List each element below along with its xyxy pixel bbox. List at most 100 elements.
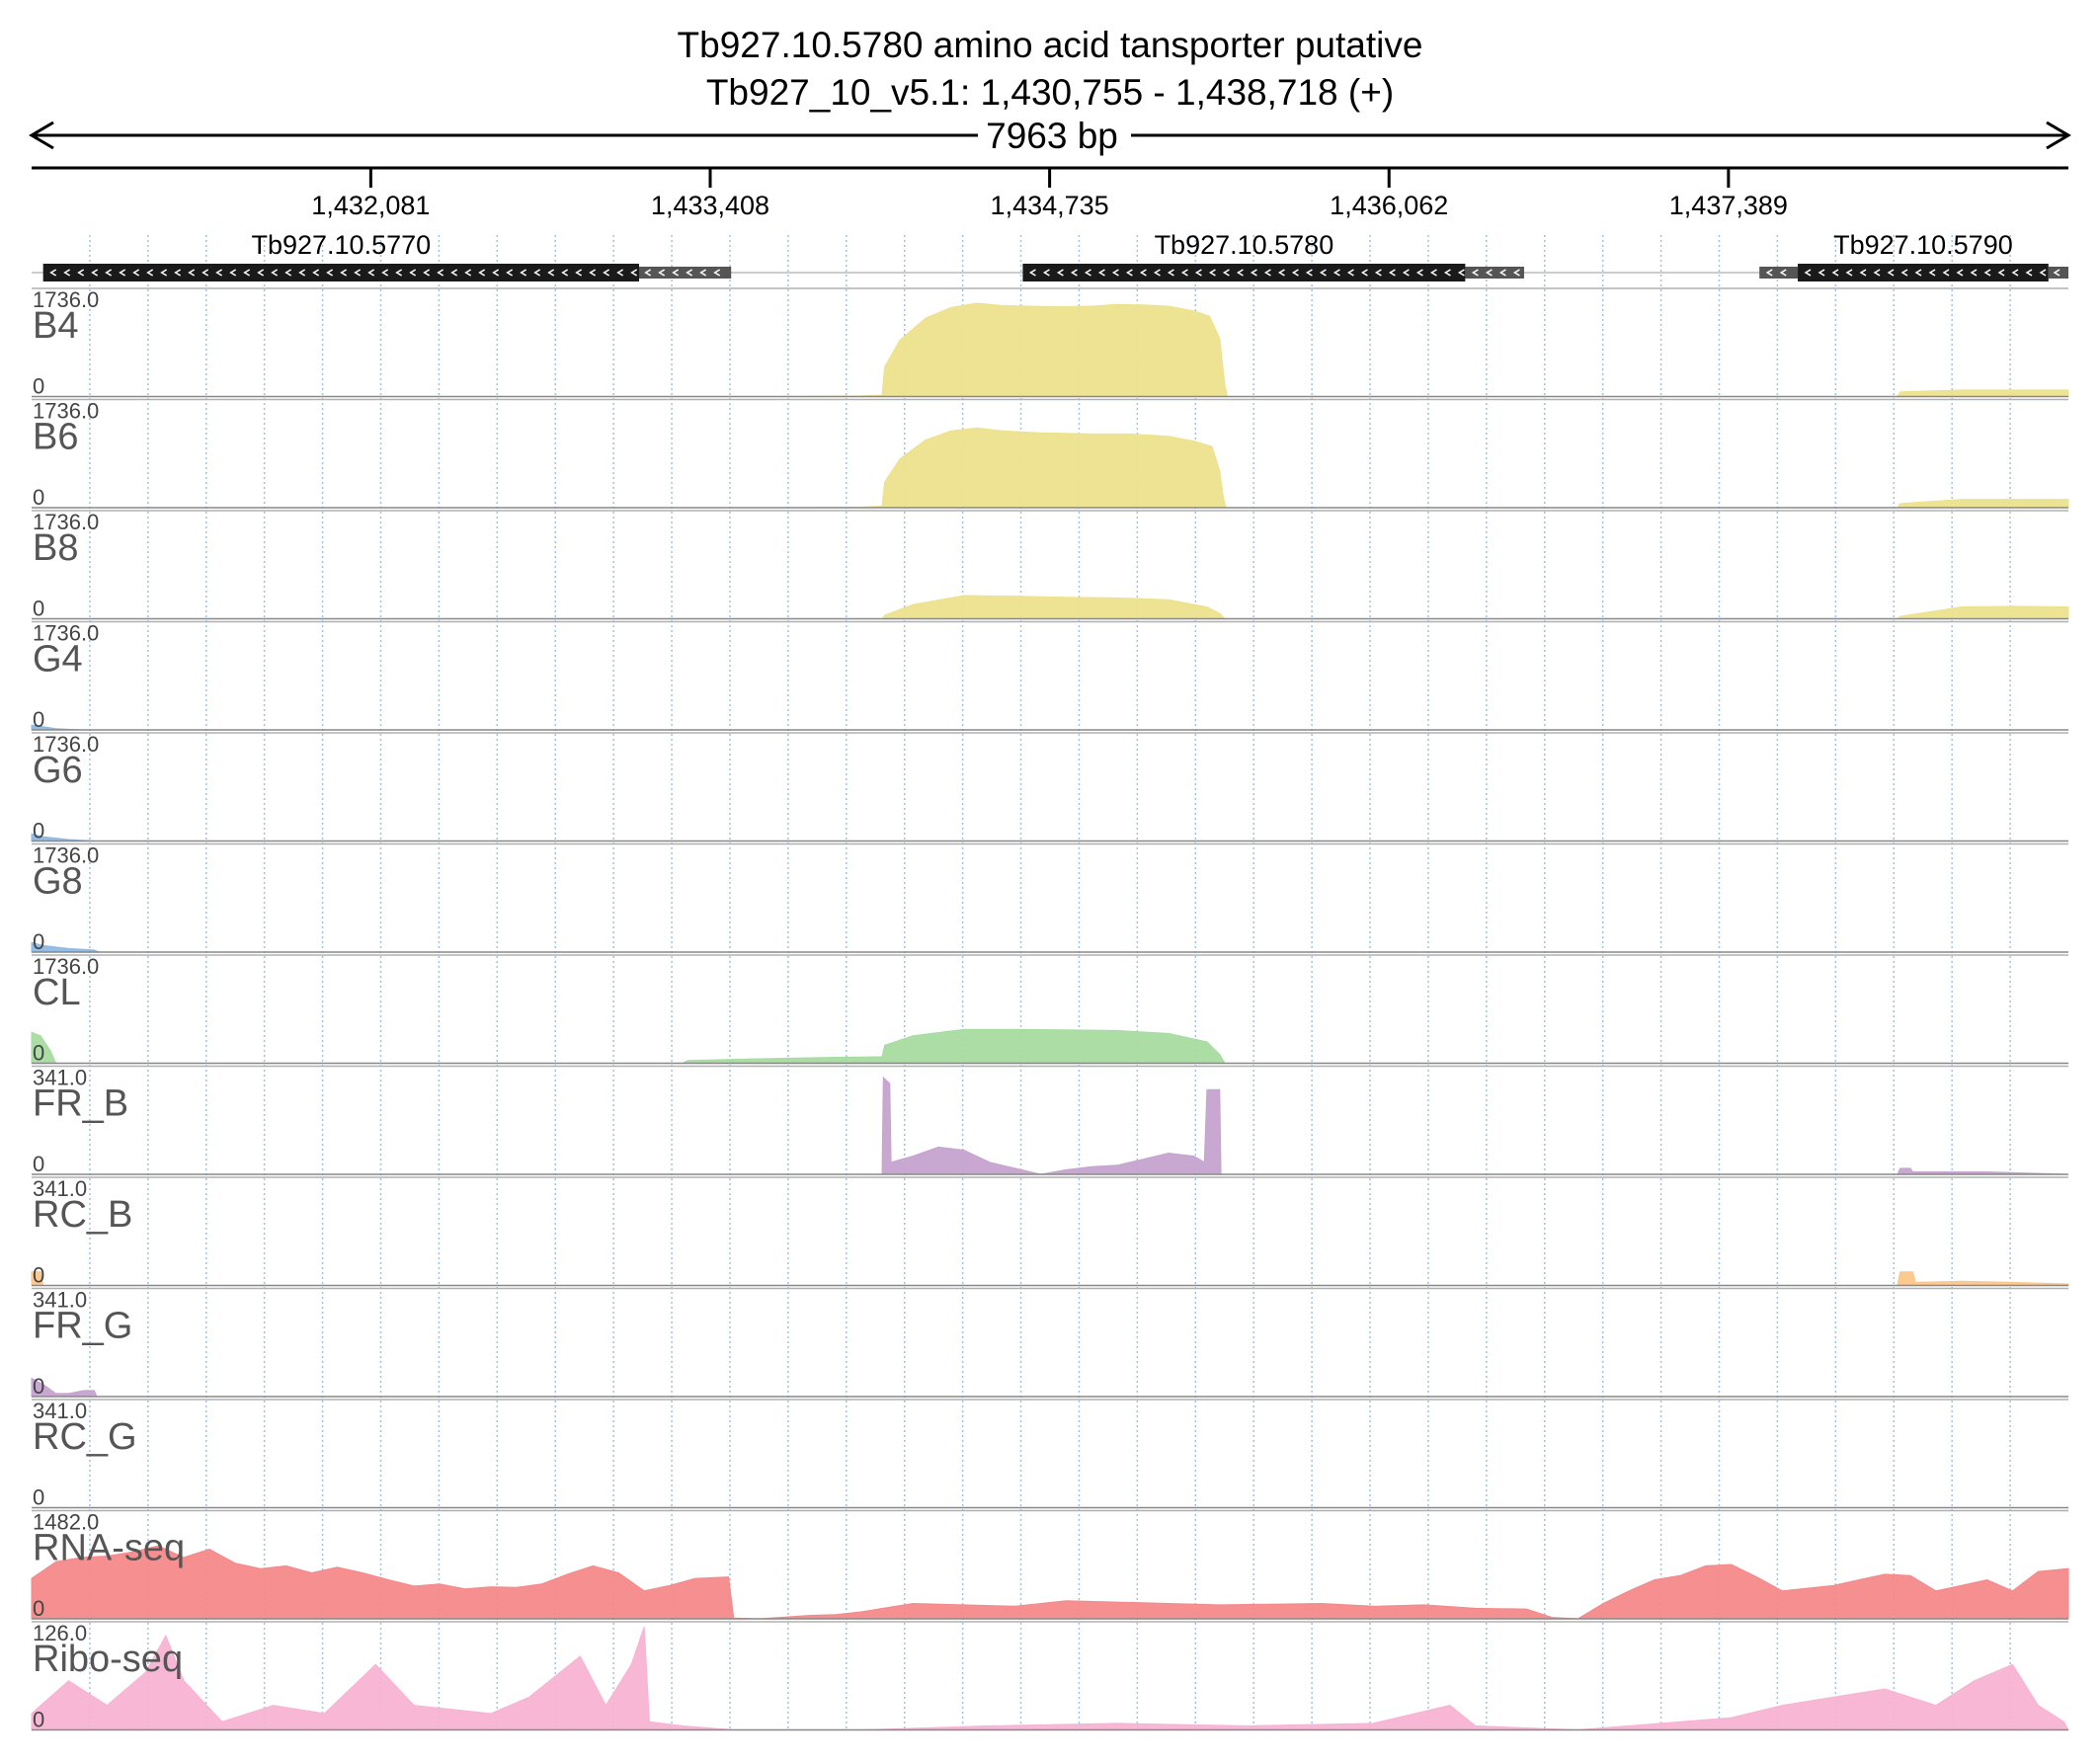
strand-arrow-icon xyxy=(381,269,389,277)
track-zero-label: 0 xyxy=(33,1596,44,1621)
cds-block xyxy=(1022,264,1466,281)
coverage-area xyxy=(31,1271,2069,1286)
strand-arrow-icon xyxy=(229,269,237,277)
gene-label: Tb927.10.5790 xyxy=(1833,230,2013,260)
strand-arrow-icon xyxy=(1402,269,1410,277)
strand-arrow-icon xyxy=(686,269,693,277)
track-rc-b: 341.0RC_B 0 xyxy=(31,1176,2069,1288)
track-max-label: 341.0 xyxy=(33,1399,87,1423)
track-name: Ribo-seq xyxy=(33,1639,183,1680)
track-zero-label: 0 xyxy=(33,485,44,510)
strand-arrow-icon xyxy=(1084,269,1091,277)
strand-arrow-icon xyxy=(561,269,569,277)
strand-arrow-icon xyxy=(271,269,279,277)
strand-arrow-icon xyxy=(1305,269,1313,277)
strand-arrow-icon xyxy=(1194,269,1202,277)
strand-arrow-icon xyxy=(1139,269,1147,277)
strand-arrow-icon xyxy=(1167,269,1174,277)
strand-arrow-icon xyxy=(77,269,85,277)
strand-arrow-icon xyxy=(2039,269,2047,277)
tick-label: 1,432,081 xyxy=(311,191,430,220)
strand-arrow-icon xyxy=(1845,269,1853,277)
strand-arrow-icon xyxy=(437,269,444,277)
gene-label: Tb927.10.5770 xyxy=(251,230,431,260)
strand-arrow-icon xyxy=(464,269,472,277)
track-zero-label: 0 xyxy=(33,707,44,732)
strand-arrow-icon xyxy=(1153,269,1161,277)
strand-arrow-icon xyxy=(1831,269,1839,277)
strand-arrow-icon xyxy=(1097,269,1105,277)
track-name: B6 xyxy=(33,417,78,458)
strand-arrow-icon xyxy=(1928,269,1936,277)
strand-arrow-icon xyxy=(547,269,555,277)
coverage-area xyxy=(31,941,2068,953)
axis-ticks: 1,432,081 1,433,408 1,434,735 1,436,062 1,43… xyxy=(311,168,1788,220)
track-zero-label: 0 xyxy=(33,1263,44,1288)
strand-arrow-icon xyxy=(492,269,500,277)
utr-block xyxy=(1759,267,1799,279)
strand-arrow-icon xyxy=(1779,269,1787,277)
strand-arrow-icon xyxy=(1429,269,1437,277)
coverage-area xyxy=(31,1626,2069,1731)
strand-arrow-icon xyxy=(1291,269,1299,277)
track-b4: 1736.0B4 0 xyxy=(32,287,2069,399)
strand-arrow-icon xyxy=(326,269,334,277)
strand-arrow-icon xyxy=(2011,269,2019,277)
track-g4: 1736.0G4 0 xyxy=(31,621,2068,732)
strand-arrow-icon xyxy=(1817,269,1825,277)
track-name: FR_G xyxy=(33,1306,132,1347)
grid-lines xyxy=(89,235,2011,1728)
coverage-area xyxy=(32,595,2069,619)
strand-arrow-icon xyxy=(202,269,209,277)
track-max-label: 1736.0 xyxy=(33,732,99,757)
strand-arrow-icon xyxy=(119,269,126,277)
strand-arrow-icon xyxy=(1457,269,1465,277)
track-zero-label: 0 xyxy=(33,1041,44,1066)
strand-arrow-icon xyxy=(1956,269,1964,277)
strand-arrow-icon xyxy=(1360,269,1368,277)
track-max-label: 126.0 xyxy=(33,1621,87,1645)
strand-arrow-icon xyxy=(284,269,292,277)
strand-arrow-icon xyxy=(1887,269,1895,277)
coverage-area xyxy=(32,1076,2069,1175)
strand-arrow-icon xyxy=(1111,269,1119,277)
tick-label: 1,433,408 xyxy=(651,191,769,220)
track-name: RC_G xyxy=(33,1416,137,1458)
coverage-area xyxy=(31,833,2068,841)
utr-block xyxy=(1465,267,1524,279)
strand-arrow-icon xyxy=(1070,269,1078,277)
track-b6: 1736.0B6 0 xyxy=(32,399,2069,510)
strand-arrow-icon xyxy=(1222,269,1230,277)
strand-arrow-icon xyxy=(1983,269,1991,277)
strand-arrow-icon xyxy=(188,269,196,277)
strand-arrow-icon xyxy=(2025,269,2033,277)
track-zero-label: 0 xyxy=(33,929,44,954)
track-max-label: 341.0 xyxy=(33,1066,87,1090)
track-rc-g: 341.0RC_G 0 xyxy=(32,1399,2068,1510)
strand-arrow-icon xyxy=(243,269,251,277)
coverage-area xyxy=(31,724,2068,731)
track-max-label: 1736.0 xyxy=(33,954,99,979)
gene-track: Tb927.10.5770 Tb927.10.5780 Tb927.10.5790 xyxy=(32,230,2068,281)
strand-arrow-icon xyxy=(1236,269,1244,277)
track-b8: 1736.0B8 0 xyxy=(32,510,2069,621)
strand-arrow-icon xyxy=(1250,269,1257,277)
coverage-area xyxy=(31,1377,2068,1398)
strand-arrow-icon xyxy=(423,269,431,277)
strand-arrow-icon xyxy=(630,269,638,277)
track-name: CL xyxy=(33,972,81,1013)
strand-arrow-icon xyxy=(1277,269,1285,277)
track-name: G4 xyxy=(33,639,83,681)
gene-label: Tb927.10.5780 xyxy=(1155,230,1334,260)
strand-arrow-icon xyxy=(644,269,652,277)
strand-arrow-icon xyxy=(215,269,223,277)
strand-arrow-icon xyxy=(1997,269,2005,277)
strand-arrow-icon xyxy=(298,269,306,277)
track-max-label: 1736.0 xyxy=(33,399,99,424)
strand-arrow-icon xyxy=(2053,269,2060,277)
strand-arrow-icon xyxy=(1900,269,1908,277)
track-zero-label: 0 xyxy=(33,819,44,843)
strand-arrow-icon xyxy=(1970,269,1978,277)
